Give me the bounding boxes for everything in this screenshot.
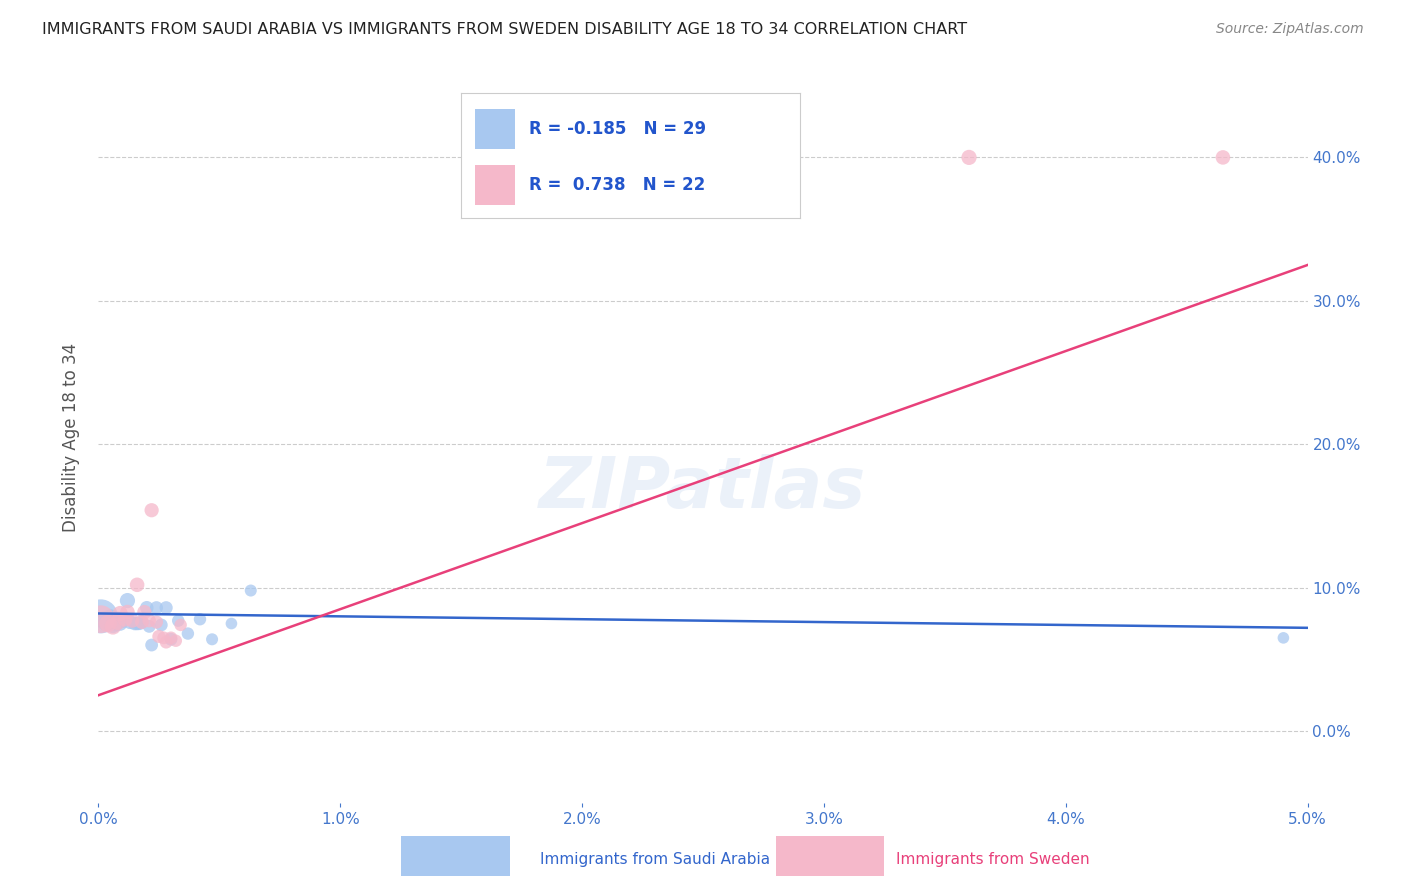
Point <box>117 593 139 607</box>
Point <box>221 616 243 631</box>
Point <box>165 633 187 648</box>
Point <box>131 615 153 629</box>
Point <box>97 616 120 631</box>
Point <box>124 616 146 631</box>
Point <box>121 614 143 628</box>
Point <box>90 609 112 624</box>
Point <box>141 638 163 652</box>
Point <box>138 619 160 633</box>
Point <box>177 626 200 640</box>
Point <box>104 616 127 631</box>
Point <box>94 614 117 628</box>
Y-axis label: Disability Age 18 to 34: Disability Age 18 to 34 <box>62 343 80 532</box>
Point <box>155 600 177 615</box>
Point <box>957 150 980 164</box>
Text: Immigrants from Sweden: Immigrants from Sweden <box>897 852 1090 867</box>
Text: ZIPatlas: ZIPatlas <box>540 454 866 523</box>
Point <box>118 615 141 629</box>
Point <box>160 632 183 647</box>
Point <box>100 611 122 625</box>
Point <box>145 600 167 615</box>
Point <box>167 614 190 628</box>
Point <box>239 583 262 598</box>
Point <box>107 615 129 629</box>
Point <box>111 614 134 628</box>
Point <box>1212 150 1234 164</box>
Point <box>107 612 129 626</box>
Text: Immigrants from Saudi Arabia: Immigrants from Saudi Arabia <box>540 852 770 867</box>
Point <box>148 629 170 643</box>
Point <box>152 631 174 645</box>
Point <box>114 612 136 626</box>
Point <box>188 612 211 626</box>
Point <box>101 619 124 633</box>
Point <box>108 607 131 621</box>
Text: Source: ZipAtlas.com: Source: ZipAtlas.com <box>1216 22 1364 37</box>
Point <box>150 618 173 632</box>
Point <box>101 618 124 632</box>
Point <box>141 503 163 517</box>
Point <box>155 635 177 649</box>
Point <box>117 605 139 619</box>
Text: IMMIGRANTS FROM SAUDI ARABIA VS IMMIGRANTS FROM SWEDEN DISABILITY AGE 18 TO 34 C: IMMIGRANTS FROM SAUDI ARABIA VS IMMIGRAN… <box>42 22 967 37</box>
Point <box>108 616 131 631</box>
Point <box>169 618 191 632</box>
Point <box>127 578 149 592</box>
Point <box>145 615 167 629</box>
Point <box>90 612 112 626</box>
Point <box>128 616 150 631</box>
Point <box>160 631 183 645</box>
Point <box>127 616 149 631</box>
Point <box>1272 631 1295 645</box>
Point <box>201 632 224 647</box>
Point <box>138 614 160 628</box>
Point <box>131 615 153 629</box>
Point <box>135 600 157 615</box>
Point <box>97 615 120 629</box>
Point <box>134 605 156 619</box>
